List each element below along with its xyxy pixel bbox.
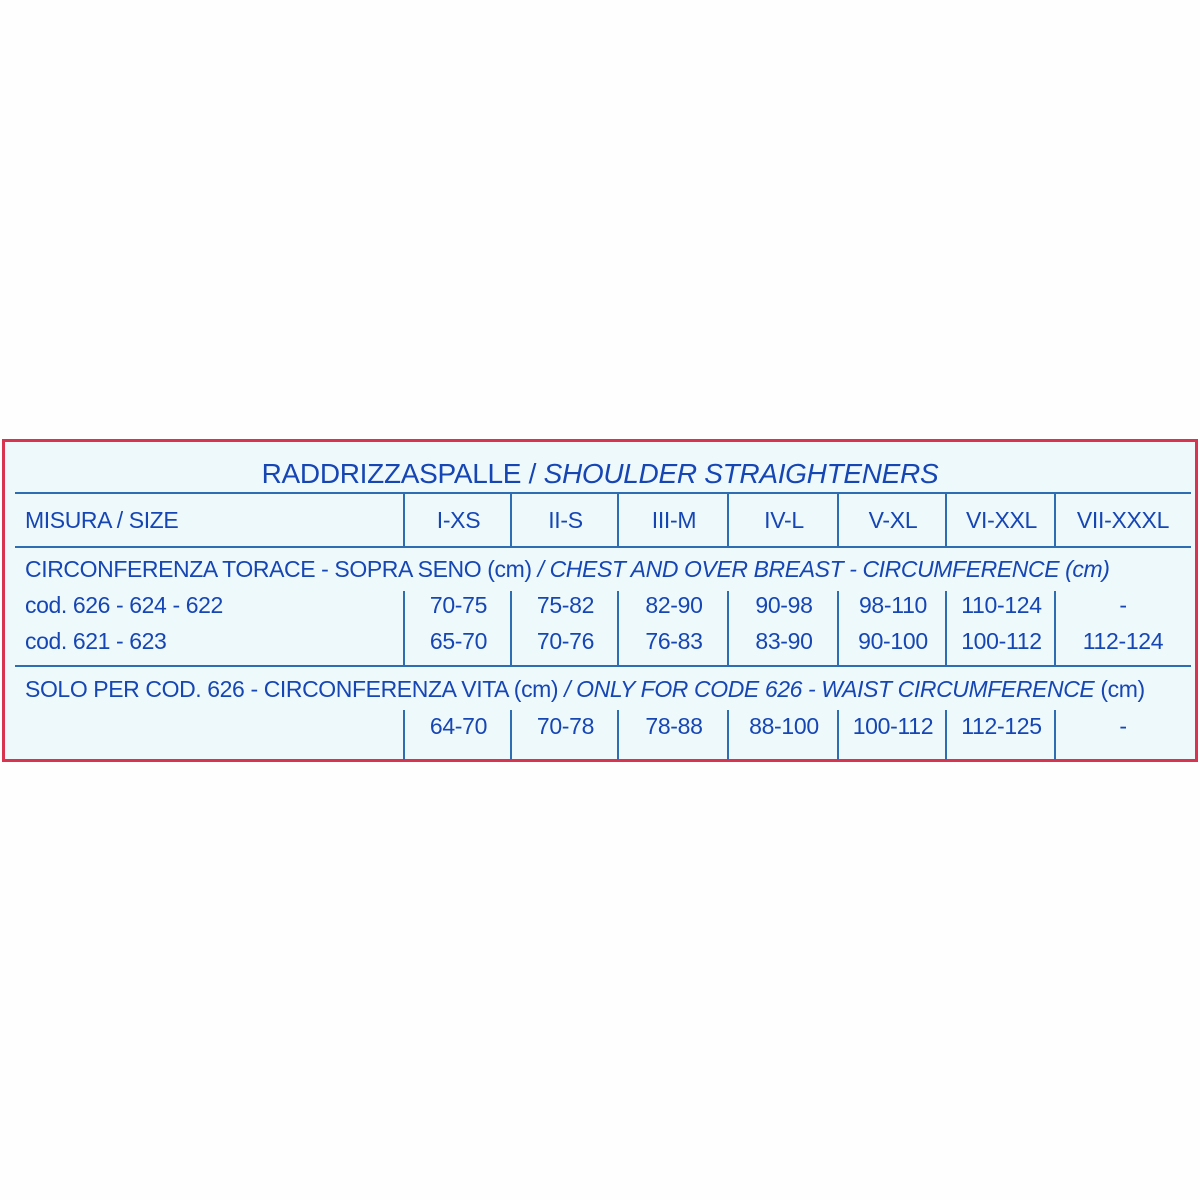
column-divider [510,591,512,666]
waist-cell: 64-70 [429,713,488,739]
title-italian: RADDRIZZASPALLE / [261,458,544,489]
column-divider [945,710,947,760]
column-divider [510,492,512,547]
column-divider [837,710,839,760]
hdr-cell: II-S [548,507,583,533]
divider [15,546,1191,548]
column-divider [510,710,512,760]
chest-cell: 70-76 [536,628,595,654]
column-divider [945,492,947,547]
chest-label-english: / CHEST AND OVER BREAST - CIRCUMFERENCE … [531,556,1110,582]
code-label: cod. 626 - 624 - 622 [25,592,223,618]
size-header-label: MISURA / SIZE [25,507,179,533]
column-divider [837,492,839,547]
size-chart: RADDRIZZASPALLE / SHOULDER STRAIGHTENERS… [2,439,1198,762]
code-label: cod. 621 - 623 [25,628,167,654]
hdr-cell: VII-XXXL [1076,507,1170,533]
waist-cell: 100-112 [852,713,934,739]
chest-cell: 76-83 [645,628,703,654]
chest-section-label: CIRCONFERENZA TORACE - SOPRA SENO (cm) /… [25,555,1110,583]
column-divider [727,492,729,547]
waist-section-label: SOLO PER COD. 626 - CIRCONFERENZA VITA (… [25,675,1145,703]
waist-cell: 88-100 [749,713,819,739]
chest-cell: 83-90 [755,628,813,654]
chest-cell: 75-82 [536,592,595,618]
hdr-cell: IV-L [764,507,804,533]
waist-cell: 112-125 [961,713,1042,739]
chart-title: RADDRIZZASPALLE / SHOULDER STRAIGHTENERS [5,457,1195,491]
column-divider [403,710,405,760]
waist-label-italian: SOLO PER COD. 626 - CIRCONFERENZA VITA (… [25,676,565,702]
column-divider [403,492,405,547]
waist-cell: - [1119,713,1127,739]
column-divider [617,710,619,760]
waist-label-unit: (cm) [1094,676,1145,702]
chest-cell: 98-110 [858,592,928,618]
divider [15,665,1191,667]
waist-label-english: / ONLY FOR CODE 626 - WAIST CIRCUMFERENC… [564,676,1095,702]
column-divider [1054,591,1056,666]
column-divider [617,591,619,666]
column-divider [837,591,839,666]
chest-cell: 90-100 [858,628,928,654]
waist-cell: 78-88 [645,713,703,739]
hdr-cell: VI-XXL [965,507,1038,533]
chest-label-italian: CIRCONFERENZA TORACE - SOPRA SENO (cm) [25,556,532,582]
chest-cell: 100-112 [961,628,1042,654]
column-divider [617,492,619,547]
hdr-cell: V-XL [868,507,918,533]
column-divider [403,591,405,666]
chest-cell: - [1119,592,1127,618]
column-divider [727,710,729,760]
chest-cell: 65-70 [429,628,488,654]
waist-cell: 70-78 [536,713,595,739]
column-divider [945,591,947,666]
column-divider [1054,492,1056,547]
hdr-cell: I-XS [436,507,481,533]
column-divider [727,591,729,666]
column-divider [1054,710,1056,760]
chest-cell: 70-75 [429,592,488,618]
chest-cell: 110-124 [961,592,1042,618]
title-english: SHOULDER STRAIGHTENERS [543,458,939,489]
chest-cell: 112-124 [1082,628,1164,654]
chest-cell: 82-90 [645,592,703,618]
chest-cell: 90-98 [755,592,813,618]
divider [15,492,1191,494]
hdr-cell: III-M [651,507,697,533]
